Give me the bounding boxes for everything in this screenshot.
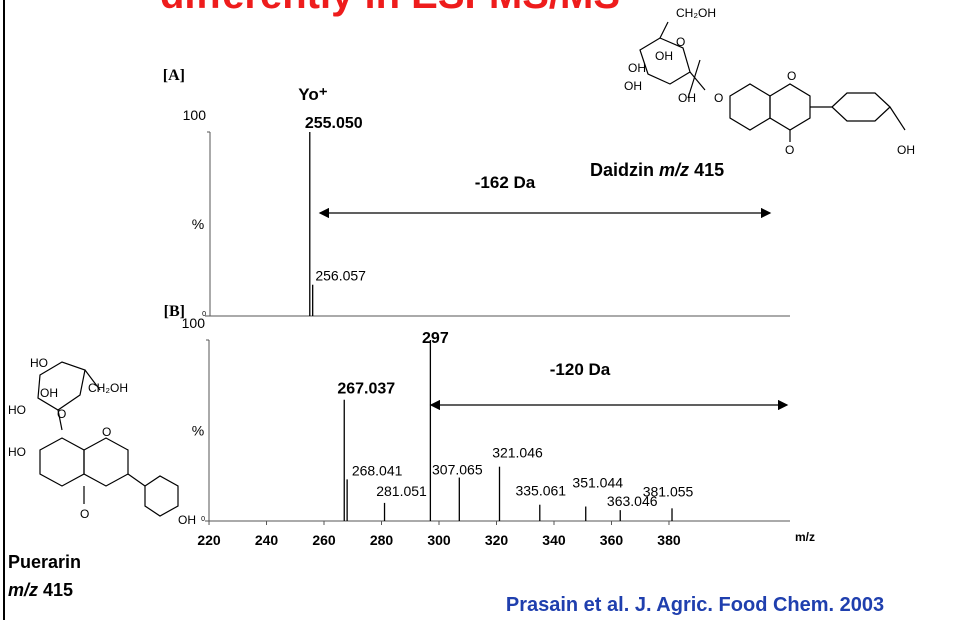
peak-label: 335.061	[515, 483, 566, 499]
mass-loss-label: -162 Da	[475, 173, 536, 192]
peak-label: 267.037	[337, 381, 395, 398]
peak-label: 381.055	[643, 483, 694, 499]
compound-name: Daidzin	[590, 160, 654, 180]
peak-label: 255.050	[305, 115, 363, 132]
bond	[689, 71, 706, 91]
peak-label: 281.051	[376, 483, 427, 499]
daidzin-structure: CH₂OH O OH OH OH OH O O O OH	[624, 6, 915, 157]
compound-label: Daidzin m/z 415	[590, 160, 724, 180]
mz-label: m/z	[8, 580, 38, 600]
x-tick-label: 280	[370, 532, 394, 548]
peak-label: 297	[422, 330, 449, 347]
atom-label: OH	[40, 386, 58, 400]
y-tick-label: 0	[201, 516, 205, 523]
atom-label: O	[102, 425, 111, 439]
bond	[127, 473, 146, 487]
peak-label: 363.046	[607, 493, 658, 509]
bond	[39, 437, 85, 487]
puerarin-structure: HO CH₂OH OH HO O HO O O OH	[8, 356, 196, 527]
compound-mz: 415	[43, 580, 73, 600]
atom-label: OH	[178, 513, 196, 527]
atom-label: HO	[30, 356, 48, 370]
panel-label: [A]	[163, 67, 185, 84]
x-tick-label: 360	[600, 532, 624, 548]
atom-label: OH	[628, 61, 646, 75]
compound-name: Puerarin	[8, 552, 81, 572]
peak-label: 268.041	[352, 462, 403, 478]
atom-label: HO	[8, 445, 26, 459]
atom-label: HO	[8, 403, 26, 417]
atom-label: O	[57, 407, 66, 421]
citation: Prasain et al. J. Agric. Food Chem. 2003	[506, 594, 884, 616]
x-tick-label: 260	[312, 532, 336, 548]
bond	[659, 21, 669, 39]
panel-label: [B]	[164, 303, 185, 320]
atom-label: OH	[655, 49, 673, 63]
atom-label: O	[714, 91, 723, 105]
bond	[37, 361, 86, 411]
bond	[144, 475, 179, 517]
atom-label: O	[80, 507, 89, 521]
atom-label: O	[787, 69, 796, 83]
compound-label: m/z 415	[8, 580, 73, 600]
x-tick-label: 240	[255, 532, 279, 548]
bond	[687, 59, 701, 99]
y-axis-label: %	[192, 216, 204, 232]
x-tick-label: 300	[427, 532, 451, 548]
y-axis-label: %	[192, 423, 204, 439]
peak-label: 351.044	[572, 475, 623, 491]
peak-label: 256.057	[315, 268, 366, 284]
x-tick-label: 320	[485, 532, 509, 548]
peak-label: 321.046	[492, 445, 543, 461]
x-tick-label: 340	[542, 532, 566, 548]
y-tick-label: 100	[183, 107, 207, 123]
x-tick-label: 220	[197, 532, 221, 548]
slide-title: differently in ESI-MS/MS	[160, 0, 620, 17]
compound-mz: 415	[694, 160, 724, 180]
bond	[729, 83, 771, 131]
y-tick-label: 100	[182, 315, 206, 331]
atom-label: O	[785, 143, 794, 157]
atom-label: CH₂OH	[88, 381, 128, 395]
atom-label: CH₂OH	[676, 6, 716, 20]
atom-label: O	[676, 35, 685, 49]
atom-label: OH	[624, 79, 642, 93]
bond	[769, 83, 811, 131]
atom-label: OH	[678, 91, 696, 105]
ion-label: Yo⁺	[298, 85, 327, 104]
atom-label: OH	[897, 143, 915, 157]
peak-label: 307.065	[432, 462, 483, 478]
x-axis-label: m/z	[795, 530, 815, 544]
mz-label: m/z	[659, 160, 689, 180]
mass-loss-label: -120 Da	[550, 360, 611, 379]
bond	[831, 92, 891, 122]
y-tick-label: 0	[202, 311, 206, 318]
x-tick-label: 380	[657, 532, 681, 548]
bond	[889, 106, 906, 131]
bond	[84, 369, 101, 391]
bond	[57, 409, 63, 431]
bond	[83, 437, 129, 487]
